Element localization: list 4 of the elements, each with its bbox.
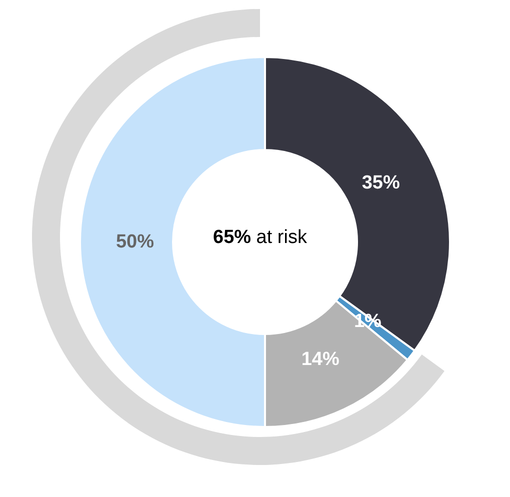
data-label: 35% [362, 172, 400, 194]
data-label: 14% [301, 349, 340, 370]
data-label: 50% [116, 232, 154, 252]
text: 65% at risk [213, 226, 308, 248]
